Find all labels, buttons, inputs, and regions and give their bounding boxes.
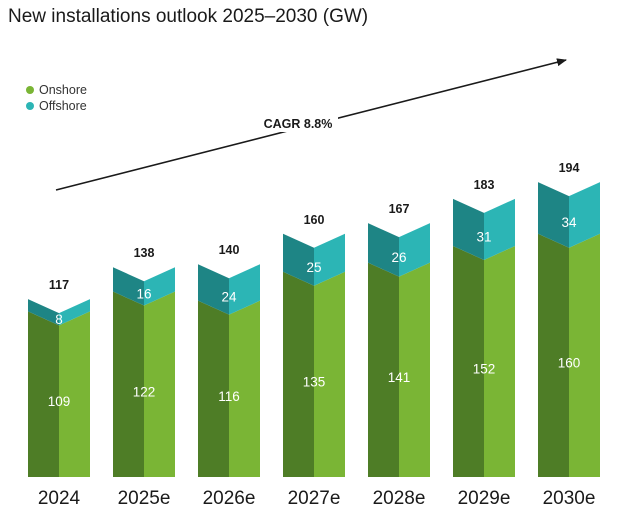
onshore-value-label: 141: [388, 370, 411, 385]
x-tick-label: 2026e: [203, 488, 256, 509]
cagr-label-background: [258, 114, 338, 132]
offshore-bar-right-face: [144, 267, 175, 306]
onshore-bar-left-face: [283, 271, 314, 477]
total-value-label: 194: [559, 161, 580, 175]
onshore-value-label: 152: [473, 361, 496, 376]
offshore-bar-left-face: [198, 264, 229, 315]
offshore-bar-right-face: [399, 223, 430, 277]
x-tick-label: 2025e: [118, 488, 171, 509]
onshore-bar-left-face: [368, 262, 399, 477]
x-tick-label: 2030e: [543, 488, 596, 509]
x-tick-label: 2029e: [458, 488, 511, 509]
offshore-value-label: 16: [136, 286, 151, 301]
legend-item-onshore: Onshore: [26, 82, 87, 98]
onshore-bar-right-face: [399, 262, 430, 477]
offshore-bar-right-face: [484, 198, 515, 260]
onshore-bar-left-face: [113, 291, 144, 477]
legend-swatch-onshore: [26, 86, 34, 94]
legend-item-offshore: Offshore: [26, 98, 87, 114]
offshore-bar-right-face: [59, 299, 90, 326]
offshore-bar-left-face: [283, 233, 314, 286]
offshore-bar-left-face: [453, 198, 484, 260]
x-tick-label: 2027e: [288, 488, 341, 509]
total-value-label: 138: [134, 246, 155, 260]
onshore-bar-right-face: [569, 233, 600, 477]
offshore-bar-right-face: [229, 264, 260, 315]
total-value-label: 140: [219, 243, 240, 257]
offshore-value-label: 34: [561, 215, 577, 230]
total-value-label: 183: [474, 178, 495, 192]
legend-label-onshore: Onshore: [39, 83, 87, 97]
offshore-value-label: 8: [55, 312, 63, 327]
total-value-label: 167: [389, 202, 410, 216]
offshore-bar-left-face: [113, 267, 144, 306]
legend: Onshore Offshore: [26, 82, 87, 114]
onshore-value-label: 109: [48, 394, 71, 409]
onshore-bar-right-face: [144, 291, 175, 477]
onshore-bar-left-face: [538, 233, 569, 477]
onshore-value-label: 122: [133, 384, 156, 399]
offshore-value-label: 31: [476, 229, 491, 244]
x-tick-label: 2028e: [373, 488, 426, 509]
onshore-bar-left-face: [198, 300, 229, 477]
onshore-bar-right-face: [59, 311, 90, 477]
legend-label-offshore: Offshore: [39, 99, 87, 113]
total-value-label: 160: [304, 213, 325, 227]
offshore-bar-right-face: [314, 233, 345, 286]
offshore-value-label: 25: [306, 260, 321, 275]
offshore-bar-left-face: [538, 182, 569, 248]
offshore-bar-left-face: [28, 299, 59, 326]
offshore-bar-left-face: [368, 223, 399, 277]
cagr-label: CAGR 8.8%: [264, 117, 333, 131]
onshore-value-label: 160: [558, 355, 581, 370]
x-tick-label: 2024: [38, 488, 81, 509]
offshore-value-label: 26: [391, 250, 406, 265]
onshore-bar-right-face: [229, 300, 260, 477]
chart-title: New installations outlook 2025–2030 (GW): [8, 6, 369, 27]
offshore-bar-right-face: [569, 182, 600, 248]
total-value-label: 117: [49, 278, 69, 292]
onshore-bar-right-face: [484, 245, 515, 477]
offshore-value-label: 24: [221, 289, 237, 304]
onshore-bar-right-face: [314, 271, 345, 477]
onshore-value-label: 116: [218, 389, 240, 404]
legend-swatch-offshore: [26, 102, 34, 110]
onshore-bar-left-face: [28, 311, 59, 477]
onshore-value-label: 135: [303, 374, 326, 389]
onshore-bar-left-face: [453, 245, 484, 477]
